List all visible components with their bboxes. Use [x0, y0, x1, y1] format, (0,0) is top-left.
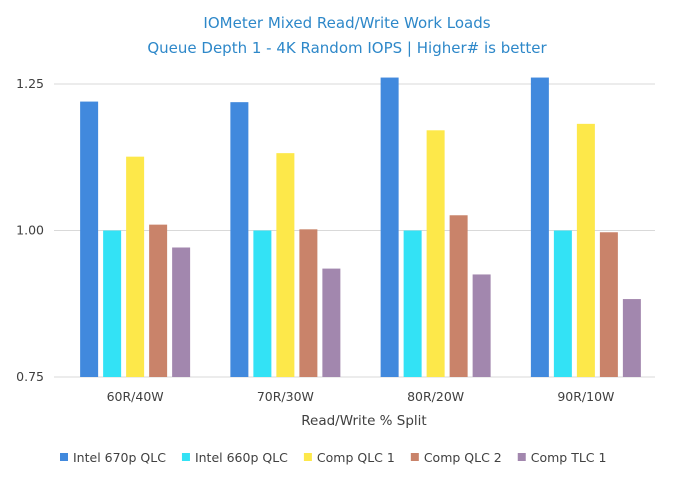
bar-intel-660p-qlc-80r-20w: [403, 230, 422, 377]
bar-comp-qlc-1-60r-40w: [126, 156, 145, 377]
x-tick-label: 60R/40W: [107, 389, 164, 404]
bar-comp-tlc-1-70r-30w: [322, 268, 341, 377]
legend-swatch: [517, 453, 526, 461]
x-tick-label: 90R/10W: [557, 389, 614, 404]
x-tick-label: 70R/30W: [257, 389, 314, 404]
legend-label: Comp QLC 1: [317, 450, 395, 465]
legend-item: Intel 660p QLC: [181, 450, 288, 465]
bar-comp-tlc-1-60r-40w: [172, 247, 191, 377]
legend-swatch: [181, 453, 190, 461]
legend-swatch: [303, 453, 312, 461]
bar-intel-670p-qlc-60r-40w: [80, 101, 99, 377]
bar-comp-qlc-1-90r-10w: [576, 123, 595, 378]
bar-intel-670p-qlc-80r-20w: [380, 77, 399, 377]
bar-intel-660p-qlc-70r-30w: [253, 230, 272, 377]
chart-title: IOMeter Mixed Read/Write Work Loads: [203, 14, 490, 32]
bar-comp-qlc-2-90r-10w: [599, 232, 618, 377]
legend-label: Intel 670p QLC: [73, 450, 166, 465]
legend-item: Intel 670p QLC: [60, 450, 166, 465]
legend-label: Comp TLC 1: [531, 450, 607, 465]
y-tick-label: 0.75: [16, 369, 44, 384]
bar-intel-660p-qlc-60r-40w: [103, 230, 122, 377]
legend-swatch: [410, 453, 419, 461]
bar-intel-660p-qlc-90r-10w: [553, 230, 572, 377]
bar-comp-qlc-2-70r-30w: [299, 229, 318, 377]
x-axis-title: Read/Write % Split: [301, 413, 426, 429]
bar-comp-qlc-2-80r-20w: [449, 215, 468, 377]
bar-comp-qlc-2-60r-40w: [149, 224, 168, 377]
chart-subtitle: Queue Depth 1 - 4K Random IOPS | Higher#…: [147, 39, 547, 57]
y-tick-label: 1.25: [16, 76, 44, 91]
bars: [80, 77, 641, 378]
bar-comp-tlc-1-80r-20w: [472, 274, 491, 377]
bar-comp-qlc-1-70r-30w: [276, 153, 295, 377]
legend-item: Comp TLC 1: [517, 450, 607, 465]
legend: Intel 670p QLC Intel 660p QLC Comp QLC 1 Co…: [60, 450, 606, 465]
legend-label: Intel 660p QLC: [195, 450, 288, 465]
bar-comp-tlc-1-90r-10w: [622, 299, 641, 377]
legend-item: Comp QLC 2: [410, 450, 502, 465]
bar-comp-qlc-1-80r-20w: [426, 130, 445, 377]
legend-label: Comp QLC 2: [424, 450, 502, 465]
legend-item: Comp QLC 1: [303, 450, 395, 465]
y-axis-ticks: 0.75 1.00 1.25: [16, 76, 44, 384]
legend-swatch: [60, 453, 68, 461]
x-tick-label: 80R/20W: [407, 389, 464, 404]
y-tick-label: 1.00: [16, 223, 44, 238]
bar-intel-670p-qlc-90r-10w: [530, 77, 549, 377]
x-axis-ticks: 60R/40W 70R/30W 80R/20W 90R/10W: [107, 389, 615, 404]
bar-intel-670p-qlc-70r-30w: [230, 102, 249, 377]
